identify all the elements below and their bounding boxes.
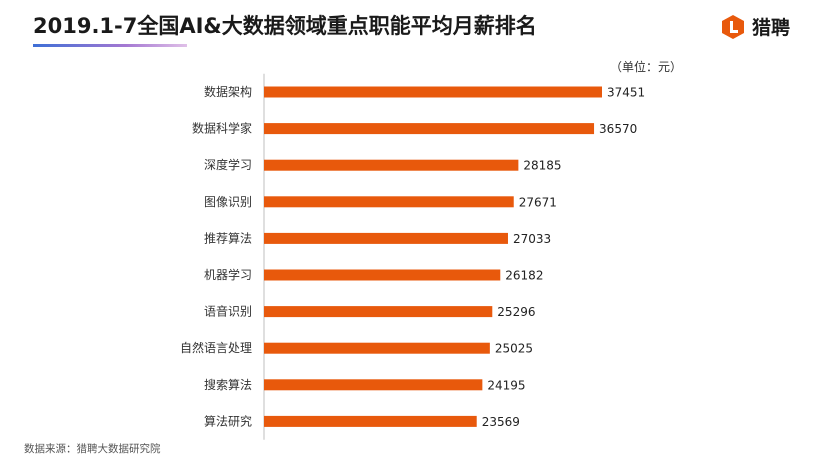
value-label: 36570 [599, 122, 637, 136]
bar [264, 415, 477, 427]
bar [264, 159, 519, 171]
category-label: 语音识别 [204, 304, 252, 319]
category-label: 深度学习 [204, 157, 252, 172]
value-label: 24195 [487, 378, 525, 392]
data-source: 数据来源：猎聘大数据研究院 [24, 443, 161, 455]
logo: 猎聘 [720, 13, 790, 40]
bar [264, 379, 483, 391]
bar [264, 269, 501, 281]
liepin-logo-icon [722, 14, 744, 39]
value-label: 23569 [482, 415, 520, 429]
bar [264, 86, 602, 98]
bar [264, 342, 490, 354]
category-label: 搜索算法 [204, 377, 252, 392]
category-label: 数据架构 [204, 84, 252, 99]
bar [264, 232, 508, 244]
value-label: 28185 [523, 159, 561, 173]
bar [264, 306, 493, 318]
value-label: 27033 [513, 232, 551, 246]
chart-title: 2019.1-7全国AI&大数据领域重点职能平均月薪排名 [33, 14, 537, 38]
bar [264, 196, 514, 208]
category-label: 算法研究 [204, 413, 252, 428]
category-label: 数据科学家 [192, 121, 252, 136]
value-label: 37451 [607, 86, 645, 100]
value-label: 25296 [497, 305, 535, 319]
value-label: 27671 [519, 195, 557, 209]
value-label: 25025 [495, 342, 533, 356]
category-label: 图像识别 [204, 195, 252, 209]
category-label: 推荐算法 [204, 230, 252, 245]
value-label: 26182 [505, 269, 543, 283]
bar [264, 123, 595, 135]
title-underline [33, 44, 187, 47]
unit-label: （单位：元） [610, 60, 683, 74]
category-label: 自然语言处理 [180, 340, 252, 355]
category-label: 机器学习 [204, 267, 252, 282]
logo-text: 猎聘 [752, 17, 791, 39]
